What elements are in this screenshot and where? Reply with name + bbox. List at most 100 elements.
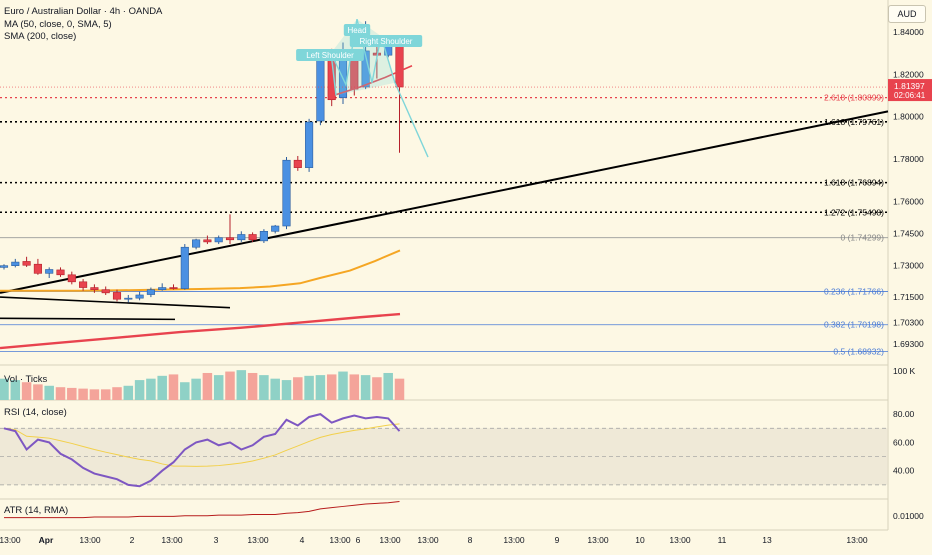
- volume-bar: [89, 389, 100, 400]
- last-price-tag: [888, 79, 932, 102]
- atr-line: [4, 500, 400, 519]
- atr-legend[interactable]: ATR (14, RMA): [4, 505, 69, 516]
- pattern-annotation-label: Right Shoulder: [360, 37, 413, 46]
- volume-bar: [191, 378, 201, 400]
- time-tick-label: 13:00: [587, 535, 609, 545]
- candle-body: [112, 292, 122, 300]
- volume-bar: [383, 372, 393, 400]
- candle-body: [282, 159, 291, 227]
- volume-bar: [180, 382, 190, 400]
- time-tick-label: 3: [214, 535, 219, 545]
- volume-bar: [349, 374, 360, 400]
- volume-bar: [78, 388, 88, 400]
- volume-bar: [259, 375, 269, 400]
- time-tick-label: 13:00: [0, 535, 21, 545]
- candle-body: [146, 289, 155, 295]
- volume-bar: [247, 372, 258, 400]
- candle-body: [11, 261, 20, 266]
- candle-body: [101, 289, 110, 294]
- rsi-legend[interactable]: RSI (14, close): [4, 407, 67, 418]
- ma-indicator-legend[interactable]: MA (50, close, 0, SMA, 5): [4, 19, 112, 30]
- time-tick-label: 13:00: [417, 535, 439, 545]
- time-tick-label: 13:00: [247, 535, 269, 545]
- annotation-box: [296, 49, 364, 61]
- volume-legend[interactable]: Vol · Ticks: [4, 374, 48, 385]
- candle-body: [124, 297, 133, 300]
- time-tick-label: 2: [130, 535, 135, 545]
- level-label: 0 (1.74299): [841, 233, 885, 243]
- volume-bar: [293, 377, 303, 400]
- ma50-line: [0, 249, 401, 292]
- volume-tick-label: 100 K: [893, 366, 916, 376]
- rsi-ma-line: [3, 423, 400, 467]
- candle-body: [395, 46, 404, 88]
- candle-body: [45, 269, 54, 274]
- time-tick-label: 13: [762, 535, 772, 545]
- base-line: [0, 317, 176, 321]
- volume-bar: [326, 374, 337, 400]
- candle-body: [192, 239, 201, 248]
- volume-bar: [0, 378, 9, 400]
- volume-bar: [21, 382, 32, 400]
- level-label: 1.618 (1.76894): [824, 178, 884, 188]
- price-tick-label: 1.76000: [893, 197, 924, 207]
- level-label: 2.618 (1.80899): [824, 93, 884, 103]
- candle-body: [22, 261, 31, 266]
- currency-button[interactable]: AUD: [888, 5, 926, 23]
- candle-body: [203, 239, 212, 243]
- pattern-annotation-label: Left Shoulder: [306, 51, 354, 60]
- time-tick-label: Apr: [39, 535, 54, 545]
- time-tick-label: 8: [468, 535, 473, 545]
- rsi-tick-label: 40.00: [893, 466, 915, 476]
- candle-body: [67, 274, 76, 283]
- chart-title: Euro / Australian Dollar · 4h · OANDA: [4, 6, 163, 17]
- candle-body: [259, 231, 268, 242]
- volume-bar: [134, 380, 145, 400]
- sma-indicator-legend[interactable]: SMA (200, close): [4, 31, 77, 42]
- volume-bar: [112, 387, 122, 400]
- rsi-tick-label: 80.00: [893, 409, 915, 419]
- volume-bar: [213, 375, 224, 400]
- candle-body: [0, 265, 9, 268]
- volume-bar: [33, 384, 43, 400]
- price-tick-label: 1.73000: [893, 260, 924, 270]
- candle-body: [225, 237, 235, 241]
- volume-bar: [304, 375, 314, 400]
- price-tick-label: 1.71500: [893, 292, 924, 302]
- level-label: 0.382 (1.70198): [824, 320, 884, 330]
- price-tick-label: 1.74500: [893, 228, 924, 238]
- atr-tick-label: 0.01000: [893, 511, 924, 521]
- time-tick-label: 10: [635, 535, 645, 545]
- candle-body: [293, 159, 302, 168]
- rsi-line: [3, 413, 401, 488]
- candle-body: [158, 287, 167, 290]
- support-line: [0, 296, 231, 309]
- candle-body: [305, 121, 314, 168]
- candle-body: [169, 287, 178, 289]
- volume-bar: [394, 378, 405, 400]
- volume-bar: [338, 371, 348, 400]
- time-tick-label: 13:00: [846, 535, 868, 545]
- pattern-annotation-label: Head: [347, 26, 366, 35]
- candle-body: [56, 269, 65, 276]
- time-tick-label: 13:00: [379, 535, 401, 545]
- time-tick-label: 11: [718, 535, 727, 545]
- rsi-tick-label: 60.00: [893, 437, 915, 447]
- volume-bar: [168, 374, 179, 400]
- candle-body: [237, 234, 246, 241]
- level-label: 1.618 (1.79761): [824, 117, 884, 127]
- candle-body: [180, 246, 189, 289]
- volume-bar: [100, 389, 111, 400]
- candle-body: [214, 237, 223, 243]
- time-tick-label: 6: [356, 535, 361, 545]
- candle-body: [90, 287, 99, 290]
- price-tick-label: 1.70300: [893, 318, 924, 328]
- price-tick-label: 1.80000: [893, 112, 924, 122]
- level-label: 1.272 (1.75498): [824, 207, 884, 217]
- volume-bar: [372, 377, 382, 400]
- candle-body: [33, 263, 42, 274]
- candle-body: [79, 281, 88, 288]
- volume-bar: [157, 375, 167, 400]
- annotation-box: [349, 35, 423, 47]
